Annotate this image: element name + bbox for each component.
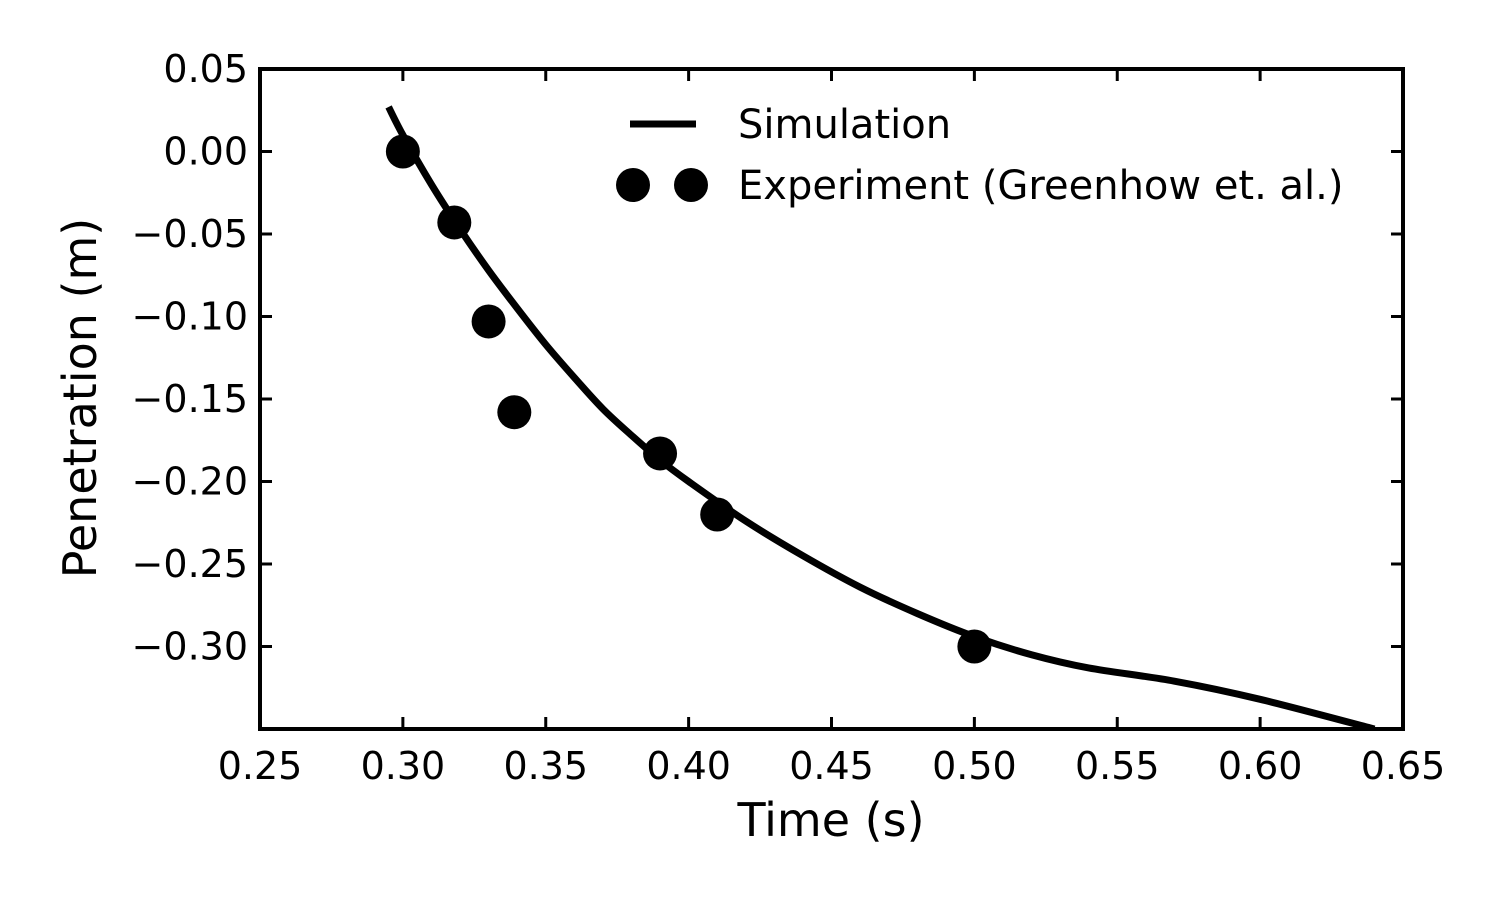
y-tick-label: −0.25	[132, 542, 248, 586]
experiment-point	[471, 304, 506, 339]
x-tick-label: 0.40	[646, 744, 731, 788]
experiment-point	[643, 436, 678, 471]
x-tick-label: 0.55	[1075, 744, 1160, 788]
experiment-point	[497, 395, 532, 430]
plot-area: 0.25 0.30 0.35 0.40 0.45 0.50 0.55 0.60 0.65 0.05…	[132, 47, 1446, 788]
legend-label-experiment: Experiment (Greenhow et. al.)	[738, 163, 1344, 209]
x-tick-label: 0.35	[503, 744, 588, 788]
experiment-point	[957, 629, 992, 664]
legend-dot-marker	[674, 168, 708, 202]
y-tick-label: −0.15	[132, 377, 248, 421]
experiment-point	[700, 497, 735, 532]
experiment-point	[385, 134, 420, 169]
y-axis-label: Penetration (m)	[53, 218, 107, 578]
x-tick-label: 0.65	[1361, 744, 1446, 788]
ticks-layer: 0.25 0.30 0.35 0.40 0.45 0.50 0.55 0.60 0.65 0.05…	[132, 47, 1446, 788]
y-tick-label: −0.10	[132, 295, 248, 339]
y-tick-label: −0.30	[132, 625, 248, 669]
y-tick-label: 0.00	[163, 130, 248, 174]
y-tick-label: −0.20	[132, 460, 248, 504]
experiment-point	[437, 205, 472, 240]
series-layer	[385, 105, 1376, 729]
x-tick-label: 0.25	[218, 744, 303, 788]
x-axis-label: Time (s)	[736, 793, 924, 847]
legend-dot-marker	[616, 168, 650, 202]
x-tick-label: 0.50	[932, 744, 1017, 788]
x-tick-label: 0.30	[361, 744, 446, 788]
y-tick-label: −0.05	[132, 212, 248, 256]
simulation-line	[385, 105, 1376, 729]
x-tick-label: 0.45	[789, 744, 874, 788]
legend-label-simulation: Simulation	[738, 102, 951, 148]
y-tick-label: 0.05	[163, 47, 248, 91]
legend: Simulation Experiment (Greenhow et. al.)	[616, 102, 1344, 209]
x-tick-label: 0.60	[1218, 744, 1303, 788]
